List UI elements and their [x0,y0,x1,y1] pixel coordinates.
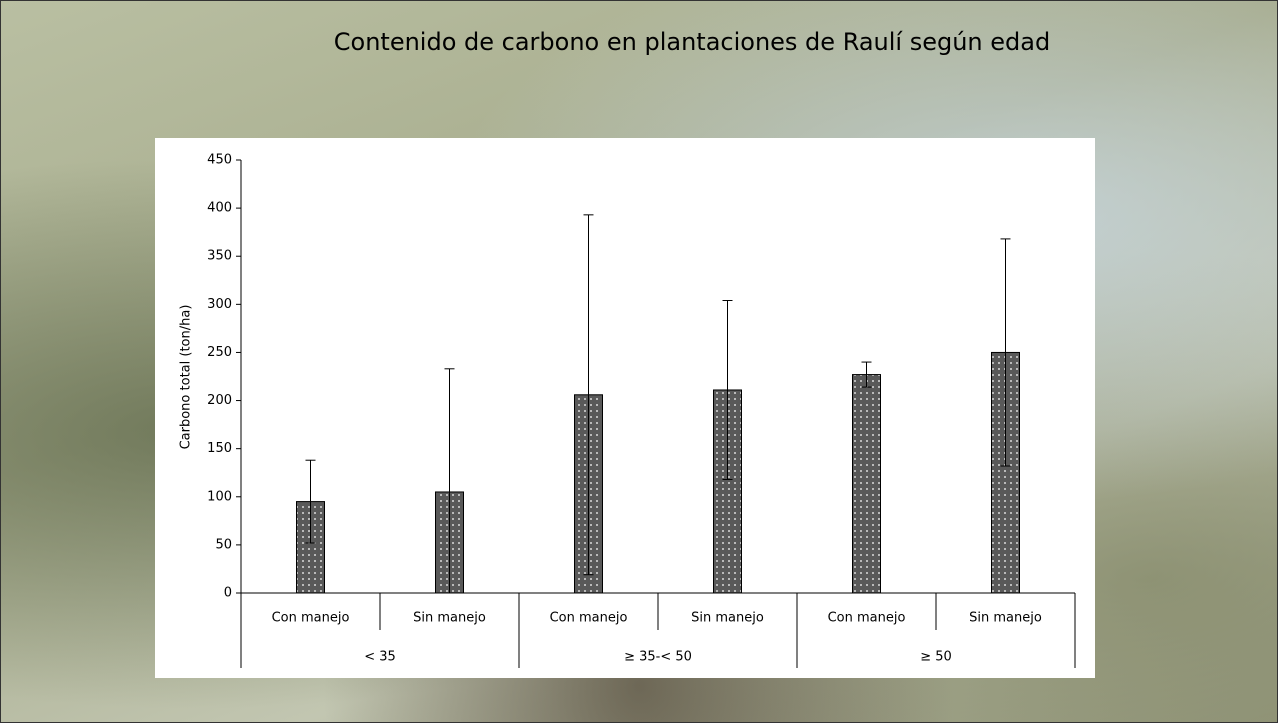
group-label: < 35 [364,650,396,665]
y-tick-label: 250 [207,345,232,360]
y-tick-label: 350 [207,249,232,264]
bar [853,375,881,593]
x-tick-label: Sin manejo [413,611,486,626]
x-tick-label: Con manejo [828,611,906,626]
x-tick-label: Con manejo [550,611,628,626]
page: Contenido de carbono en plantaciones de … [0,0,1278,723]
group-label: ≥ 50 [920,650,952,665]
y-tick-label: 0 [224,586,232,601]
chart: Contenido de carbono en plantaciones de … [0,0,1278,723]
chart-panel [155,138,1095,678]
y-tick-label: 150 [207,441,232,456]
y-tick-label: 200 [207,393,232,408]
x-tick-label: Sin manejo [691,611,764,626]
y-tick-label: 50 [215,537,232,552]
y-tick-label: 300 [207,297,232,312]
chart-title: Contenido de carbono en plantaciones de … [334,28,1050,56]
y-axis-label: Carbono total (ton/ha) [179,305,194,450]
y-tick-label: 100 [207,489,232,504]
group-label: ≥ 35-< 50 [624,650,692,665]
y-tick-label: 450 [207,153,232,168]
x-tick-label: Sin manejo [969,611,1042,626]
y-tick-label: 400 [207,201,232,216]
x-tick-label: Con manejo [272,611,350,626]
